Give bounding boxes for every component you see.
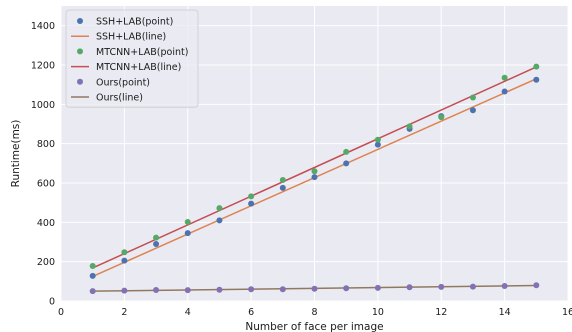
x-axis-ticks: 0 2 4 6 8 10 12 14 16: [58, 307, 572, 318]
data-point: [343, 148, 350, 155]
x-tick-label: 6: [248, 307, 254, 318]
data-point: [406, 284, 413, 291]
data-point: [501, 283, 508, 290]
y-tick-label: 1200: [31, 61, 55, 72]
y-tick-label: 0: [49, 297, 55, 308]
legend-label: SSH+LAB(line): [96, 32, 166, 43]
y-tick-label: 400: [37, 218, 55, 229]
data-point: [343, 285, 350, 292]
legend-marker: [77, 78, 83, 85]
data-point: [438, 114, 445, 121]
data-point: [153, 234, 160, 241]
data-point: [279, 177, 286, 184]
data-point: [374, 136, 381, 143]
data-point: [406, 123, 413, 130]
data-point: [469, 283, 476, 290]
data-point: [374, 284, 381, 291]
legend-label: Ours(line): [96, 93, 143, 104]
x-tick-label: 4: [185, 307, 191, 318]
data-point: [248, 193, 255, 200]
data-point: [343, 160, 350, 167]
series-layer: [89, 63, 540, 295]
data-point: [311, 174, 318, 181]
x-tick-label: 10: [372, 307, 384, 318]
data-point: [374, 141, 381, 148]
data-point: [121, 249, 128, 256]
data-point: [121, 257, 128, 264]
data-point: [248, 286, 255, 293]
y-axis-label: Runtime(ms): [10, 120, 22, 188]
legend-box: [65, 9, 199, 108]
data-point: [89, 288, 96, 295]
x-tick-label: 14: [499, 307, 511, 318]
data-point: [153, 240, 160, 247]
data-point: [279, 184, 286, 191]
x-tick-label: 2: [121, 307, 127, 318]
y-tick-label: 600: [37, 179, 55, 190]
x-tick-label: 16: [562, 307, 572, 318]
y-axis-ticks: 0 200 400 600 800 1000 1200 1400: [31, 21, 55, 307]
y-tick-label: 1400: [31, 21, 55, 32]
legend: SSH+LAB(point) SSH+LAB(line) MTCNN+LAB(poi…: [65, 9, 199, 108]
data-point: [311, 168, 318, 175]
data-point: [153, 286, 160, 293]
data-point: [311, 285, 318, 292]
data-point: [501, 88, 508, 95]
data-point: [89, 272, 96, 279]
legend-label: Ours(point): [96, 77, 150, 88]
data-point: [216, 205, 223, 212]
y-tick-label: 200: [37, 257, 55, 268]
data-point: [184, 218, 191, 225]
x-tick-label: 0: [58, 307, 64, 318]
legend-marker: [77, 18, 83, 24]
data-point: [469, 107, 476, 114]
data-point: [216, 217, 223, 224]
x-tick-label: 8: [311, 307, 317, 318]
y-tick-label: 1000: [31, 100, 55, 111]
legend-marker: [77, 48, 83, 55]
legend-label: MTCNN+LAB(line): [96, 62, 181, 73]
data-point: [438, 283, 445, 290]
data-point: [533, 76, 540, 83]
y-tick-label: 800: [37, 139, 55, 150]
data-point: [89, 262, 96, 269]
data-point: [248, 200, 255, 207]
x-tick-label: 12: [435, 307, 447, 318]
legend-label: MTCNN+LAB(point): [96, 47, 188, 58]
data-point: [184, 230, 191, 237]
data-point: [533, 282, 540, 289]
data-point: [279, 286, 286, 293]
series-line: [92, 66, 537, 269]
data-point: [184, 287, 191, 294]
data-point: [121, 287, 128, 294]
data-point: [216, 286, 223, 293]
data-point: [469, 94, 476, 101]
x-axis-label: Number of face per image: [245, 321, 383, 332]
data-point: [533, 63, 540, 70]
data-point: [501, 74, 508, 81]
legend-label: SSH+LAB(point): [96, 17, 173, 28]
